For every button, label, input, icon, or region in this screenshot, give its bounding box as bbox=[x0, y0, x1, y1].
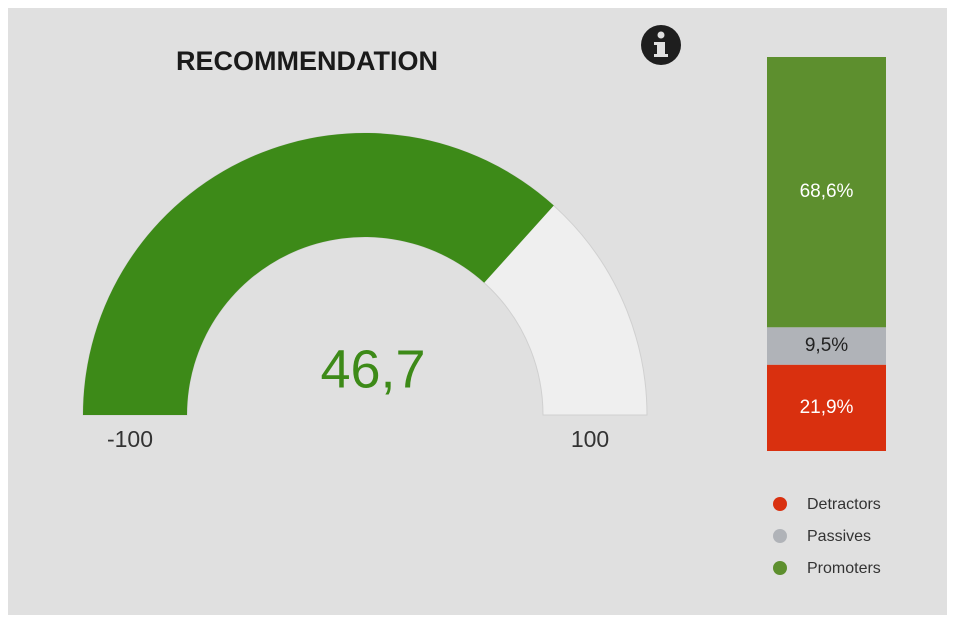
legend-swatch bbox=[773, 561, 787, 575]
bar-segment bbox=[767, 57, 886, 328]
legend-label: Promoters bbox=[807, 560, 881, 577]
legend-label: Detractors bbox=[807, 496, 881, 513]
bar-value-label: 68,6% bbox=[800, 181, 854, 202]
bar-segment bbox=[767, 327, 886, 365]
gauge-tick-label: 100 bbox=[571, 426, 609, 452]
bar-segment bbox=[767, 364, 886, 451]
chart-title: RECOMMENDATION bbox=[176, 46, 438, 76]
gauge-fill bbox=[83, 133, 554, 415]
gauge-tick-label: -100 bbox=[107, 426, 153, 452]
legend-swatch bbox=[773, 529, 787, 543]
info-icon[interactable] bbox=[641, 25, 681, 65]
bar-value-label: 21,9% bbox=[800, 397, 854, 418]
legend-label: Passives bbox=[807, 528, 871, 545]
legend-swatch bbox=[773, 497, 787, 511]
gauge-value: 46,7 bbox=[320, 339, 425, 399]
bar-value-label: 9,5% bbox=[805, 335, 848, 356]
